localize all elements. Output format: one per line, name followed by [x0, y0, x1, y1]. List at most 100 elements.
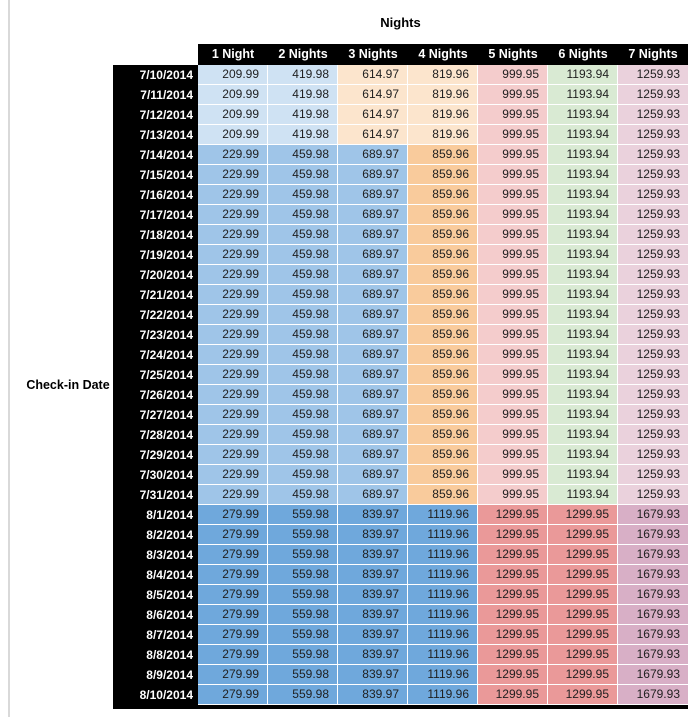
price-cell[interactable]: 999.95	[478, 405, 548, 425]
date-cell[interactable]: 7/26/2014	[113, 385, 198, 405]
price-cell[interactable]: 459.98	[268, 365, 338, 385]
price-cell[interactable]: 459.98	[268, 185, 338, 205]
price-cell[interactable]: 999.95	[478, 185, 548, 205]
price-cell[interactable]: 1259.93	[618, 365, 688, 385]
price-cell[interactable]: 229.99	[198, 165, 268, 185]
date-cell[interactable]: 7/16/2014	[113, 185, 198, 205]
price-cell[interactable]: 839.97	[338, 525, 408, 545]
date-cell[interactable]: 7/17/2014	[113, 205, 198, 225]
price-cell[interactable]: 1299.95	[478, 565, 548, 585]
price-cell[interactable]: 1299.95	[478, 505, 548, 525]
price-cell[interactable]: 1119.96	[408, 685, 478, 705]
price-cell[interactable]: 1299.95	[478, 545, 548, 565]
price-cell[interactable]: 1193.94	[548, 305, 618, 325]
price-cell[interactable]: 459.98	[268, 325, 338, 345]
price-cell[interactable]: 819.96	[408, 105, 478, 125]
price-cell[interactable]: 999.95	[478, 305, 548, 325]
price-cell[interactable]: 689.97	[338, 225, 408, 245]
price-cell[interactable]: 279.99	[198, 585, 268, 605]
date-cell[interactable]: 8/6/2014	[113, 605, 198, 625]
price-cell[interactable]: 689.97	[338, 365, 408, 385]
date-cell[interactable]: 7/28/2014	[113, 425, 198, 445]
price-cell[interactable]: 459.98	[268, 445, 338, 465]
price-cell[interactable]: 859.96	[408, 465, 478, 485]
price-cell[interactable]: 1193.94	[548, 345, 618, 365]
date-cell[interactable]: 7/15/2014	[113, 165, 198, 185]
price-cell[interactable]: 209.99	[198, 125, 268, 145]
price-cell[interactable]: 1259.93	[618, 305, 688, 325]
price-cell[interactable]: 689.97	[338, 305, 408, 325]
price-cell[interactable]: 1679.93	[618, 625, 688, 645]
price-cell[interactable]: 1119.96	[408, 645, 478, 665]
price-cell[interactable]: 614.97	[338, 105, 408, 125]
price-cell[interactable]: 279.99	[198, 545, 268, 565]
price-cell[interactable]: 839.97	[338, 505, 408, 525]
price-cell[interactable]: 1259.93	[618, 425, 688, 445]
price-cell[interactable]: 419.98	[268, 85, 338, 105]
price-cell[interactable]: 1259.93	[618, 125, 688, 145]
price-cell[interactable]: 839.97	[338, 585, 408, 605]
price-cell[interactable]: 819.96	[408, 125, 478, 145]
price-cell[interactable]: 459.98	[268, 425, 338, 445]
price-cell[interactable]: 999.95	[478, 425, 548, 445]
price-cell[interactable]: 689.97	[338, 485, 408, 505]
price-cell[interactable]: 1679.93	[618, 585, 688, 605]
price-cell[interactable]: 1193.94	[548, 445, 618, 465]
price-cell[interactable]: 559.98	[268, 525, 338, 545]
price-cell[interactable]: 459.98	[268, 345, 338, 365]
price-cell[interactable]: 999.95	[478, 485, 548, 505]
price-cell[interactable]: 459.98	[268, 145, 338, 165]
column-header-2-nights[interactable]: 2 Nights	[268, 44, 338, 65]
column-header-6-nights[interactable]: 6 Nights	[548, 44, 618, 65]
price-cell[interactable]: 459.98	[268, 405, 338, 425]
price-cell[interactable]: 1193.94	[548, 165, 618, 185]
price-cell[interactable]: 1259.93	[618, 345, 688, 365]
price-cell[interactable]: 1193.94	[548, 105, 618, 125]
date-cell[interactable]: 8/10/2014	[113, 685, 198, 705]
price-cell[interactable]: 999.95	[478, 445, 548, 465]
price-cell[interactable]: 689.97	[338, 465, 408, 485]
price-cell[interactable]: 999.95	[478, 245, 548, 265]
price-cell[interactable]: 1119.96	[408, 625, 478, 645]
price-cell[interactable]: 1119.96	[408, 525, 478, 545]
date-cell[interactable]: 7/10/2014	[113, 65, 198, 85]
price-cell[interactable]: 1299.95	[478, 525, 548, 545]
date-cell[interactable]: 7/22/2014	[113, 305, 198, 325]
date-cell[interactable]: 7/19/2014	[113, 245, 198, 265]
price-cell[interactable]: 999.95	[478, 225, 548, 245]
price-cell[interactable]: 999.95	[478, 465, 548, 485]
price-cell[interactable]: 1193.94	[548, 465, 618, 485]
price-cell[interactable]: 1193.94	[548, 125, 618, 145]
price-cell[interactable]: 839.97	[338, 665, 408, 685]
price-cell[interactable]: 1119.96	[408, 545, 478, 565]
price-cell[interactable]: 1259.93	[618, 85, 688, 105]
price-cell[interactable]: 1679.93	[618, 525, 688, 545]
date-cell[interactable]: 8/3/2014	[113, 545, 198, 565]
price-cell[interactable]: 689.97	[338, 385, 408, 405]
price-cell[interactable]: 1259.93	[618, 325, 688, 345]
price-cell[interactable]: 614.97	[338, 125, 408, 145]
price-cell[interactable]: 1299.95	[548, 505, 618, 525]
date-cell[interactable]: 7/31/2014	[113, 485, 198, 505]
price-cell[interactable]: 229.99	[198, 385, 268, 405]
price-cell[interactable]: 999.95	[478, 205, 548, 225]
price-cell[interactable]: 859.96	[408, 425, 478, 445]
price-cell[interactable]: 459.98	[268, 265, 338, 285]
price-cell[interactable]: 859.96	[408, 225, 478, 245]
price-cell[interactable]: 1259.93	[618, 405, 688, 425]
price-cell[interactable]: 859.96	[408, 325, 478, 345]
price-cell[interactable]: 279.99	[198, 505, 268, 525]
price-cell[interactable]: 1299.95	[548, 645, 618, 665]
price-cell[interactable]: 419.98	[268, 65, 338, 85]
price-cell[interactable]: 559.98	[268, 505, 338, 525]
price-cell[interactable]: 1119.96	[408, 665, 478, 685]
price-cell[interactable]: 859.96	[408, 265, 478, 285]
price-cell[interactable]: 459.98	[268, 205, 338, 225]
price-cell[interactable]: 1299.95	[478, 665, 548, 685]
price-cell[interactable]: 559.98	[268, 665, 338, 685]
price-cell[interactable]: 459.98	[268, 465, 338, 485]
price-cell[interactable]: 999.95	[478, 365, 548, 385]
price-cell[interactable]: 859.96	[408, 185, 478, 205]
price-cell[interactable]: 1299.95	[478, 645, 548, 665]
price-cell[interactable]: 229.99	[198, 365, 268, 385]
